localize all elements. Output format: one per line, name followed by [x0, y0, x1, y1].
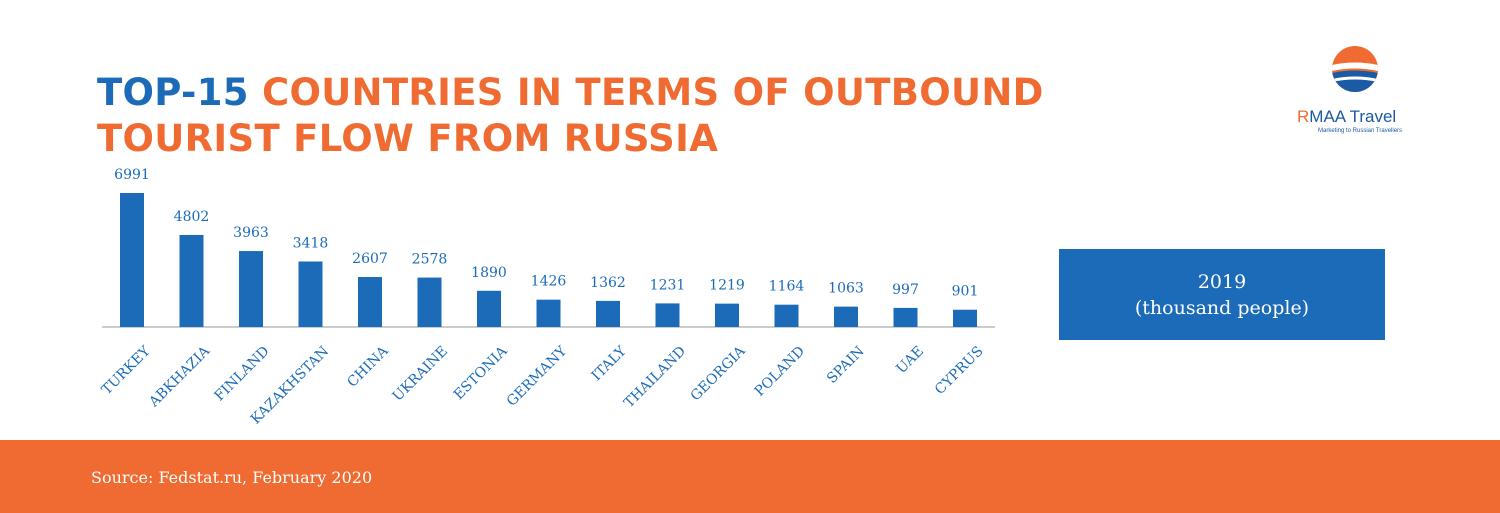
logo-tagline: Marketing to Russian Travellers [1318, 128, 1403, 134]
logo-name-rest: MAA Travel [1309, 107, 1397, 126]
bar-georgia [715, 303, 739, 327]
bar-value-italy: 1362 [590, 275, 626, 291]
bar-value-kazakhstan: 3418 [293, 235, 329, 251]
bar-value-spain: 1063 [828, 281, 864, 297]
legend-unit: (thousand people) [1134, 296, 1310, 319]
bar-spain [834, 306, 858, 327]
category-label-georgia: GEORGIA [688, 343, 750, 405]
category-label-thailand: THAILAND [621, 343, 689, 411]
category-label-cyprus: CYPRUS [932, 343, 987, 398]
title-highlight: TOP-15 [97, 71, 249, 114]
bar-uae [893, 307, 918, 327]
bar-kazakhstan [298, 261, 323, 327]
bar-abkhazia [179, 234, 204, 327]
bar-value-georgia: 1219 [709, 278, 745, 294]
bar-ukraine [417, 277, 442, 327]
legend-box: 2019 (thousand people) [1059, 249, 1385, 340]
bar-value-poland: 1164 [769, 279, 805, 295]
bar-germany [536, 299, 561, 327]
category-label-ukraine: UKRAINE [390, 343, 451, 404]
bar-value-germany: 1426 [531, 274, 567, 290]
category-label-poland: POLAND [752, 343, 808, 399]
category-label-germany: GERMANY [504, 343, 571, 410]
logo-wordmark: RMAA Travel [1297, 107, 1396, 127]
bar-value-thailand: 1231 [650, 277, 686, 293]
category-label-turkey: TURKEY [99, 343, 154, 398]
title-rest: COUNTRIES IN TERMS OF OUTBOUND TOURIST F… [97, 71, 1044, 160]
chart-title: TOP-15 COUNTRIES IN TERMS OF OUTBOUND TO… [97, 70, 1217, 162]
bar-italy [596, 300, 620, 327]
bar-poland [774, 304, 799, 327]
footer-band: Source: Fedstat.ru, February 2020 [0, 440, 1500, 513]
bar-thailand [655, 303, 680, 327]
category-label-finland: FINLAND [212, 343, 273, 404]
bar-finland [239, 251, 263, 327]
bar-turkey [120, 193, 144, 327]
bar-value-abkhazia: 4802 [174, 209, 210, 225]
category-label-italy: ITALY [589, 343, 630, 384]
category-label-estonia: ESTONIA [451, 343, 511, 403]
bar-value-estonia: 1890 [471, 265, 507, 281]
legend-year: 2019 [1197, 270, 1247, 293]
rmaa-logo-icon [1332, 46, 1378, 92]
bar-value-ukraine: 2578 [412, 252, 448, 268]
bar-chart: 6991TURKEY4802ABKHAZIA3963FINLAND3418KAZ… [99, 167, 995, 427]
bar-estonia [477, 290, 501, 327]
bar-china [358, 277, 382, 327]
bar-value-china: 2607 [352, 251, 388, 267]
bar-value-cyprus: 901 [952, 284, 979, 300]
bar-cyprus [953, 309, 977, 327]
category-label-abkhazia: ABKHAZIA [146, 343, 214, 411]
category-label-spain: SPAIN [824, 343, 868, 387]
bar-value-turkey: 6991 [114, 167, 150, 183]
category-label-uae: UAE [893, 343, 927, 377]
bar-value-finland: 3963 [233, 225, 269, 241]
category-label-china: CHINA [344, 343, 392, 391]
logo-first-letter: R [1297, 107, 1310, 126]
bar-value-uae: 997 [892, 282, 919, 298]
source-note: Source: Fedstat.ru, February 2020 [91, 468, 373, 487]
